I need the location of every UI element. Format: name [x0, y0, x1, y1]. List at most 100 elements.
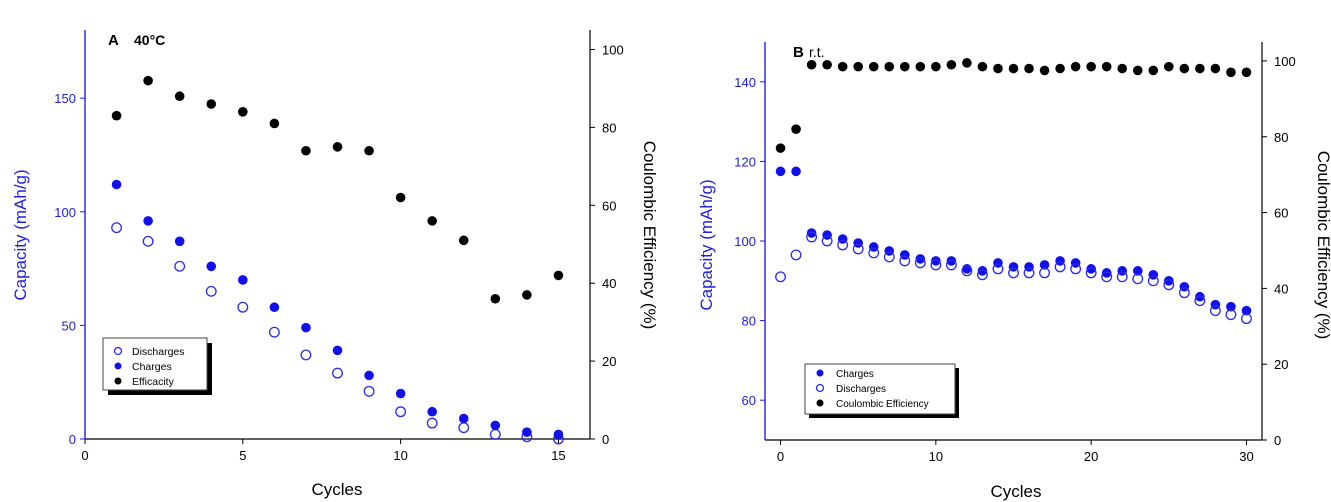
panel-a-right-tick-label: 80: [602, 120, 616, 135]
panel-b-right-tick-label: 0: [1274, 433, 1281, 448]
panel-b-point-coulombic-efficiency: [884, 61, 895, 72]
panel-a-point-efficacity: [143, 75, 153, 86]
panel-b-point-coulombic-efficiency: [775, 143, 786, 153]
panel-b-x-tick-label: 0: [777, 449, 784, 464]
panel-a-right-tick-label: 20: [602, 354, 616, 369]
panel-b-point-coulombic-efficiency: [868, 61, 879, 72]
panel-a-left-tick-label: 0: [69, 432, 76, 447]
panel-b-point-discharges: [1147, 275, 1159, 287]
panel-b-left-tick-label: 140: [734, 75, 756, 90]
panel-a-left-tick-label: 100: [54, 205, 76, 220]
legend-label-discharges: Discharges: [132, 346, 185, 358]
panel-a-left-axis-title: Capacity (mAh/g): [11, 169, 30, 300]
panel-b-point-discharges: [806, 231, 818, 243]
panel-b-point-charges: [931, 256, 941, 266]
panel-a-right-axis-title: Coulombic Efficiency (%): [640, 141, 659, 330]
panel-b-point-coulombic-efficiency: [931, 61, 941, 72]
panel-a-left-tick-label: 150: [54, 91, 76, 106]
panel-b-point-coulombic-efficiency: [1226, 67, 1236, 78]
legend-marker-discharges: [113, 346, 123, 356]
panel-a-point-charges: [364, 370, 374, 381]
panel-a-point-efficacity: [553, 270, 564, 281]
panel-a-legend: Discharges Charges Efficacity: [102, 337, 212, 395]
panel-b-right-tick-label: 80: [1274, 130, 1288, 145]
panel-b-data-points: [775, 58, 1252, 325]
panel-b-right-tick-label: 60: [1274, 206, 1288, 221]
panel-b-point-charges: [806, 228, 817, 238]
panel-b-point-coulombic-efficiency: [1039, 65, 1050, 76]
panel-b-point-coulombic-efficiency: [1024, 63, 1034, 74]
panel-a-point-efficacity: [269, 118, 280, 129]
panel-b-point-discharges: [1054, 261, 1066, 273]
panel-b-point-discharges: [945, 259, 957, 271]
panel-b-point-discharges: [821, 235, 833, 247]
panel-a-point-discharges: [395, 406, 407, 418]
panel-a-point-charges: [206, 261, 217, 272]
panel-b-point-charges: [1039, 260, 1050, 270]
panel-a-point-discharges: [268, 326, 280, 338]
panel-b-right-tick-label: 20: [1274, 357, 1288, 372]
legend-label-discharges: Discharges: [836, 384, 886, 395]
panel-a-label: A: [108, 32, 119, 49]
panel-b-point-discharges: [775, 271, 786, 283]
panel-a-point-discharges: [142, 235, 154, 247]
panel-b-axes: 0 10 20 30 60 80 100 120 140 0 20 40 60 80 100: [734, 42, 1296, 464]
panel-a-point-charges: [458, 413, 469, 424]
legend-marker-coulombic-efficiency: [816, 399, 824, 407]
panel-a-x-tick-label: 5: [239, 448, 246, 463]
panel-b-point-discharges: [1163, 279, 1175, 291]
panel-a-point-discharges: [111, 222, 123, 234]
panel-b-point-discharges: [992, 263, 1004, 275]
panel-b-point-discharges: [1023, 267, 1035, 279]
panel-b-point-charges: [791, 166, 801, 177]
panel-b-point-charges: [1164, 276, 1174, 286]
panel-b-point-charges: [946, 256, 957, 266]
panel-b-right-tick-label: 40: [1274, 281, 1288, 296]
panel-a-x-tick-label: 15: [551, 448, 565, 463]
panel-b-point-discharges: [883, 251, 895, 263]
panel-b-point-coulombic-efficiency: [1101, 61, 1112, 72]
panel-b-point-coulombic-efficiency: [977, 61, 988, 72]
panel-b-point-charges: [1086, 264, 1096, 274]
chart-panel-b: B r.t. 0 10 20 306080100120140020406080100 …: [697, 42, 1331, 501]
legend-label-coulombic-efficiency: Coulombic Efficiency: [836, 399, 929, 410]
legend-box: [804, 363, 956, 415]
legend-label-charges: Charges: [836, 369, 874, 380]
legend-label-efficacity: Efficacity: [132, 376, 175, 388]
panel-a-right-tick-label: 0: [602, 432, 609, 447]
panel-a-point-efficacity: [238, 107, 248, 117]
panel-b-point-discharges: [868, 247, 880, 259]
panel-b-point-coulombic-efficiency: [806, 59, 817, 70]
panel-a-point-discharges: [237, 301, 249, 313]
panel-a-point-charges: [174, 236, 185, 247]
panel-a-point-charges: [490, 420, 501, 431]
panel-b-point-discharges: [1039, 267, 1051, 279]
panel-a-point-discharges: [174, 260, 186, 272]
panel-b-point-coulombic-efficiency: [822, 59, 832, 70]
panel-b-left-tick-label: 80: [742, 314, 756, 329]
panel-b-point-discharges: [1241, 313, 1252, 325]
panel-b-point-discharges: [1194, 295, 1206, 307]
panel-a-point-charges: [143, 216, 153, 226]
panel-b-point-discharges: [852, 243, 864, 255]
panel-a-point-efficacity: [332, 142, 343, 152]
panel-b-point-coulombic-efficiency: [791, 124, 801, 134]
panel-b-point-coulombic-efficiency: [1132, 65, 1143, 76]
panel-b-point-charges: [915, 254, 926, 264]
panel-a-point-efficacity: [364, 145, 374, 156]
legend-marker-charges: [114, 362, 122, 370]
panel-b-point-discharges: [976, 269, 988, 281]
panel-b-point-coulombic-efficiency: [837, 61, 848, 72]
panel-b-point-coulombic-efficiency: [915, 61, 926, 72]
panel-b-right-tick-label: 100: [1274, 54, 1296, 69]
panel-a-point-efficacity: [174, 91, 185, 102]
panel-a-right-tick-label: 40: [602, 276, 616, 291]
panel-a-point-charges: [111, 179, 122, 190]
panel-b-point-coulombic-efficiency: [1210, 63, 1221, 74]
panel-a-point-efficacity: [301, 145, 311, 156]
panel-a-point-efficacity: [522, 290, 532, 300]
panel-a-point-charges: [427, 406, 437, 417]
panel-b-point-discharges: [899, 255, 911, 267]
